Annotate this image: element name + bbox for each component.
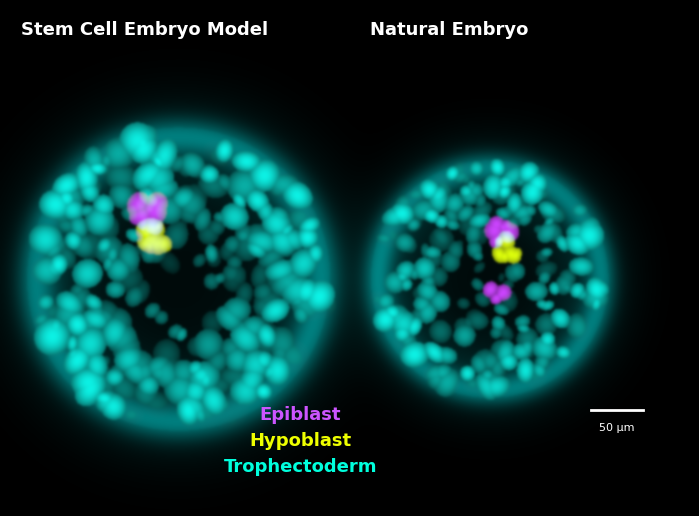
Text: Hypoblast: Hypoblast (250, 432, 352, 450)
Text: Stem Cell Embryo Model: Stem Cell Embryo Model (21, 21, 268, 39)
Text: Epiblast: Epiblast (260, 407, 341, 424)
Text: Trophectoderm: Trophectoderm (224, 458, 377, 476)
Text: 50 μm: 50 μm (599, 423, 635, 433)
Text: Natural Embryo: Natural Embryo (370, 21, 529, 39)
